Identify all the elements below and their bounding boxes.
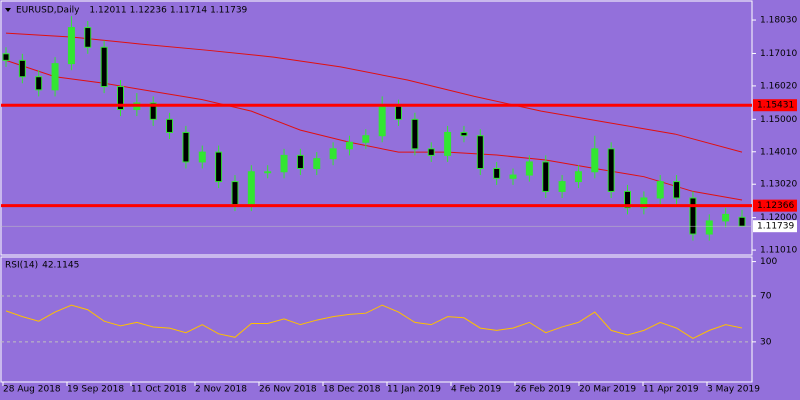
candle-body <box>427 148 435 156</box>
y-tick-label: 1.18030 <box>760 16 797 26</box>
y-tick-label: 1.14010 <box>760 147 797 157</box>
x-tick-label: 11 Oct 2018 <box>131 385 187 395</box>
candle-body <box>476 135 484 169</box>
header-symbol: EURUSD,Daily <box>16 6 80 16</box>
x-tick-label: 11 Apr 2019 <box>643 385 699 395</box>
candle-body <box>67 27 75 65</box>
y-tick-label: 1.11010 <box>760 246 797 256</box>
candle-body <box>18 59 26 78</box>
candle-body <box>2 53 10 61</box>
candle-body <box>296 154 304 169</box>
candle-body <box>673 181 681 199</box>
candle-body <box>444 131 452 156</box>
x-tick-label: 11 Jan 2019 <box>387 385 441 395</box>
candle-body <box>460 131 468 137</box>
candle-body <box>542 161 550 192</box>
candle-body <box>558 181 566 192</box>
price-label-box <box>753 99 797 112</box>
candle-body <box>624 190 632 209</box>
candle-body <box>215 151 223 183</box>
y-tick-label: 30 <box>760 337 772 347</box>
x-tick-label: 18 Dec 2018 <box>323 385 381 395</box>
y-tick-label: 1.16020 <box>760 81 797 91</box>
x-tick-label: 4 Feb 2019 <box>451 385 502 395</box>
y-tick-label: 1.13020 <box>760 180 797 190</box>
candle-body <box>345 141 353 150</box>
candle-body <box>313 158 321 169</box>
price-label: 1.12366 <box>757 201 794 211</box>
candle-body <box>722 213 730 222</box>
candle-body <box>149 102 157 120</box>
price-label: 1.15431 <box>757 101 794 111</box>
candle-body <box>411 118 419 150</box>
candle-body <box>280 154 288 173</box>
main-panel-frame <box>0 0 753 256</box>
y-tick-label: 100 <box>760 257 777 267</box>
candle-body <box>591 148 599 173</box>
candle-body <box>378 105 386 137</box>
rsi-panel-frame <box>0 256 753 383</box>
candle-body <box>640 197 648 209</box>
rsi-line <box>5 304 743 339</box>
candle-body <box>84 27 92 48</box>
current-price-label: 1.11739 <box>757 222 794 232</box>
candle-body <box>166 118 174 133</box>
price-label-box <box>753 199 797 212</box>
moving-average <box>5 32 743 153</box>
candle-body <box>182 131 190 163</box>
candle-body <box>100 46 108 88</box>
y-tick-label: 1.17010 <box>760 49 797 59</box>
candle-body <box>247 171 255 206</box>
header-value: 1.12011 <box>89 6 126 16</box>
y-tick-label: 1.12000 <box>760 213 797 223</box>
header-value: 1.12236 <box>130 6 167 16</box>
symbol-menu-icon <box>5 8 11 12</box>
candle-body <box>656 181 664 199</box>
x-tick-label: 2 Nov 2018 <box>195 385 247 395</box>
candle-body <box>493 167 501 179</box>
rsi-title: RSI(14) <box>5 261 38 271</box>
candle-body <box>329 148 337 160</box>
x-tick-label: 28 Aug 2018 <box>3 385 61 395</box>
x-tick-label: 26 Feb 2019 <box>515 385 571 395</box>
x-tick-label: 19 Sep 2018 <box>67 385 124 395</box>
candle-body <box>231 181 239 206</box>
candle-body <box>705 220 713 235</box>
candle-body <box>362 135 370 143</box>
current-price-box <box>753 220 797 233</box>
candle-body <box>574 171 582 183</box>
header-value: 1.11739 <box>210 6 247 16</box>
candle-body <box>116 86 124 111</box>
header-value: 1.11714 <box>170 6 207 16</box>
candle-body <box>607 148 615 192</box>
candle-body <box>51 63 59 91</box>
candle-body <box>738 216 746 227</box>
y-tick-label: 70 <box>760 291 772 301</box>
y-tick-label: 1.15000 <box>760 115 797 125</box>
x-tick-label: 3 May 2019 <box>707 385 760 395</box>
candle-body <box>264 171 272 174</box>
rsi-value: 42.1145 <box>42 261 79 271</box>
x-tick-label: 26 Nov 2018 <box>259 385 317 395</box>
candle-body <box>509 174 517 179</box>
candle-body <box>395 105 403 120</box>
moving-average <box>5 59 743 201</box>
candle-body <box>198 151 206 163</box>
candle-body <box>35 76 43 91</box>
candle-body <box>525 161 533 176</box>
candle-body <box>689 197 697 235</box>
x-tick-label: 20 Mar 2019 <box>579 385 636 395</box>
